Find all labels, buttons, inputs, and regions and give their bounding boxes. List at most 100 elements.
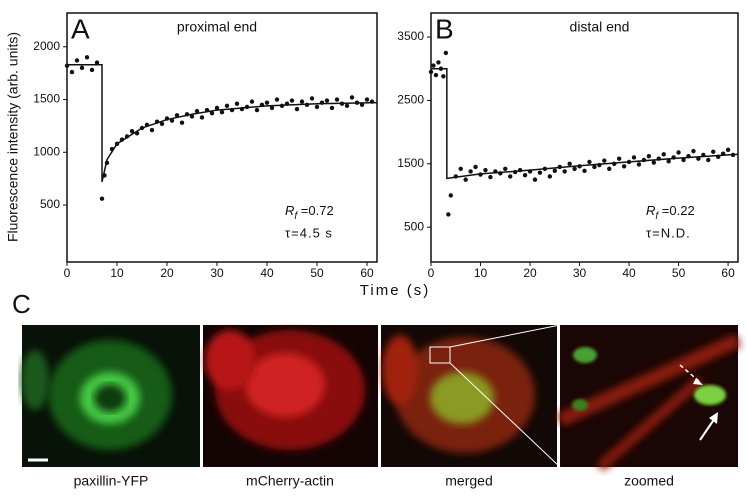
data-point: [532, 177, 538, 182]
data-point: [84, 55, 90, 60]
y-tick-label: 1500: [33, 92, 60, 106]
data-point: [249, 99, 255, 104]
data-point: [621, 164, 627, 169]
data-point: [522, 172, 528, 178]
data-point: [234, 101, 240, 106]
data-point: [473, 164, 478, 170]
data-point: [646, 153, 652, 159]
data-point: [631, 155, 637, 160]
data-point: [94, 60, 100, 65]
x-tick-label: 30: [210, 266, 224, 280]
data-point: [344, 103, 350, 109]
data-point: [224, 103, 230, 109]
data-point: [446, 212, 451, 217]
rf-value: =0.22: [658, 203, 695, 218]
data-point: [436, 60, 441, 65]
data-point: [289, 98, 295, 103]
rf-symbol: R: [646, 203, 655, 218]
data-point: [711, 149, 716, 154]
image-caption: mCherry-actin: [246, 473, 334, 489]
data-point: [681, 157, 686, 163]
data-point: [607, 166, 612, 172]
data-point: [443, 50, 449, 56]
tau-annotation: τ=N.D.: [646, 225, 691, 240]
panel-label: A: [71, 13, 90, 44]
y-tick-label: 1500: [397, 156, 424, 170]
data-point: [468, 169, 473, 174]
data-point: [199, 115, 205, 120]
data-point: [309, 96, 315, 101]
x-tick-label: 60: [721, 266, 735, 280]
data-point: [592, 164, 597, 170]
data-point: [602, 158, 607, 163]
data-point: [552, 168, 557, 173]
data-point: [254, 107, 260, 113]
rf-annotation: Rf =0.22: [646, 203, 695, 221]
data-point: [169, 118, 175, 123]
data-point: [219, 109, 225, 115]
data-point: [79, 65, 85, 71]
panel-label: B: [435, 13, 454, 44]
micrograph-zoomed: [557, 325, 741, 471]
data-point: [458, 166, 463, 172]
data-point: [463, 177, 468, 182]
data-point: [725, 147, 731, 153]
y-axis-label: Fluorescence intensity (arb. units): [5, 32, 21, 242]
plot-frame: [430, 12, 739, 263]
data-point: [483, 167, 488, 173]
data-point: [448, 193, 454, 198]
data-point: [194, 108, 200, 114]
data-point: [294, 106, 300, 112]
data-point: [433, 72, 439, 78]
data-point: [159, 121, 165, 126]
micrograph-actin: [203, 325, 378, 467]
data-point: [661, 152, 666, 157]
data-point: [334, 97, 340, 102]
data-point: [441, 74, 446, 79]
fit-line: [67, 63, 378, 182]
data-point: [567, 161, 572, 166]
data-point: [547, 174, 553, 179]
rf-symbol: R: [285, 203, 294, 218]
y-tick-label: 500: [404, 219, 424, 233]
data-point: [89, 67, 95, 73]
data-point: [349, 95, 355, 100]
chart-title: distal end: [570, 19, 630, 35]
zoom-line: [449, 362, 561, 468]
data-point: [572, 166, 577, 172]
x-tick-label: 30: [573, 266, 587, 280]
panel-label: C: [12, 289, 31, 319]
data-point: [428, 69, 434, 75]
y-tick-label: 1000: [33, 144, 60, 158]
data-point: [616, 156, 622, 161]
y-tick-label: 2000: [33, 39, 60, 53]
data-point: [269, 105, 275, 111]
rf-subscript: f: [655, 211, 659, 222]
data-point: [651, 160, 657, 165]
x-tick-label: 50: [672, 266, 686, 280]
x-tick-label: 10: [474, 266, 488, 280]
data-point: [562, 169, 567, 174]
tau-annotation: τ=4.5 s: [285, 225, 333, 240]
data-point: [508, 174, 513, 179]
data-point: [431, 63, 436, 68]
data-point: [537, 170, 543, 175]
y-tick-label: 2500: [397, 93, 424, 107]
data-point: [329, 105, 335, 111]
y-tick-label: 3500: [397, 29, 424, 43]
x-tick-label: 20: [523, 266, 537, 280]
x-tick-label: 50: [310, 266, 324, 280]
data-point: [69, 69, 75, 75]
data-point: [174, 113, 180, 118]
data-point: [488, 174, 493, 180]
x-axis-label: Time (s): [360, 282, 430, 299]
x-tick-label: 10: [110, 266, 124, 280]
data-point: [364, 97, 370, 102]
data-point: [74, 58, 80, 63]
zoom-line: [449, 324, 561, 348]
x-tick-label: 20: [160, 266, 174, 280]
data-point: [99, 196, 105, 201]
data-point: [314, 104, 320, 110]
micrograph-merged: [381, 325, 557, 467]
